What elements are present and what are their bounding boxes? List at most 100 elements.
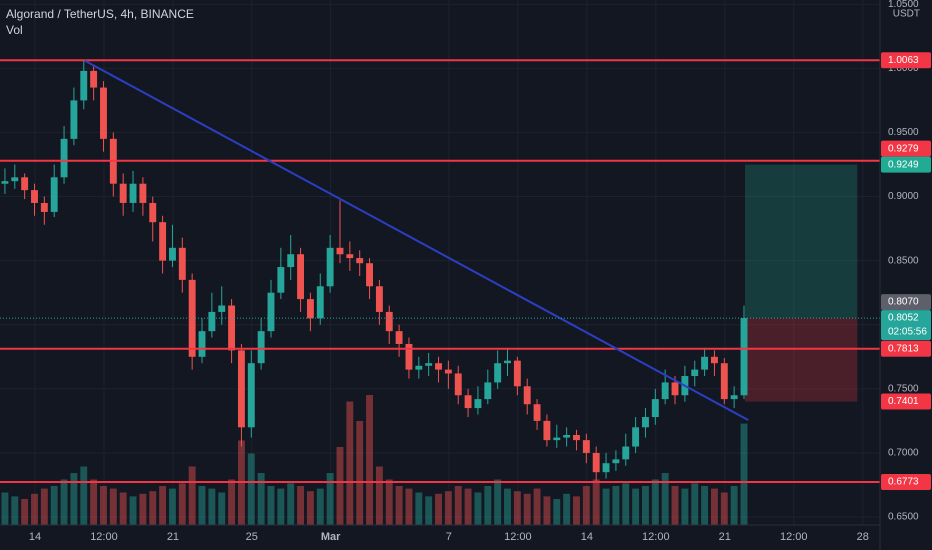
volume-bar xyxy=(139,493,147,525)
x-tick-label: 12:00 xyxy=(504,531,532,543)
candle-body xyxy=(661,382,669,400)
candle-body xyxy=(375,286,383,312)
volume-bar xyxy=(701,486,709,525)
volume-bar xyxy=(651,479,659,525)
candle-body xyxy=(395,331,403,344)
y-tick-label: 0.8500 xyxy=(888,255,919,266)
price-label: 0.9249 xyxy=(888,159,919,170)
trendline xyxy=(84,59,749,422)
candle-body xyxy=(533,404,541,421)
candle-body xyxy=(464,395,472,409)
candle-body xyxy=(169,247,176,261)
price-label-box xyxy=(881,340,931,357)
candle-body xyxy=(513,360,521,387)
candle-body xyxy=(582,440,590,453)
candle-body xyxy=(710,356,718,364)
volume-bar xyxy=(21,499,29,525)
volume-bar xyxy=(513,491,521,525)
candle-body xyxy=(139,183,147,203)
position-tool xyxy=(744,164,858,402)
candle-body xyxy=(385,311,393,332)
volume-bar xyxy=(109,488,117,525)
candle-body xyxy=(277,267,285,293)
volume-bar xyxy=(159,486,167,525)
candle-body xyxy=(504,360,511,364)
x-tick-label: 21 xyxy=(167,531,179,543)
candle-body xyxy=(60,138,68,178)
volume-bar xyxy=(582,486,590,525)
x-tick-label: 25 xyxy=(246,531,258,543)
candle-body xyxy=(326,247,334,287)
volume-bar xyxy=(257,473,265,525)
candle-body xyxy=(316,286,324,319)
candle-body xyxy=(208,311,216,332)
volume-bar xyxy=(612,486,620,525)
volume-bar xyxy=(287,483,295,525)
volume-bar xyxy=(40,488,48,525)
volume-bar xyxy=(100,486,107,525)
price-label: 0.8052 xyxy=(888,313,919,324)
candle-body xyxy=(257,331,265,364)
axis-labels: 1.05001.00000.95000.90000.85000.80000.75… xyxy=(29,0,931,543)
volume-bar xyxy=(632,488,640,525)
price-label: 0.7813 xyxy=(888,343,919,354)
candle-body xyxy=(602,463,610,473)
volume-bar xyxy=(415,492,423,525)
candle-body xyxy=(691,369,699,377)
volume-bar xyxy=(129,496,137,525)
candle-body xyxy=(159,222,167,261)
candle-body xyxy=(90,70,98,88)
candle-body xyxy=(11,177,19,182)
volume-bar xyxy=(316,488,324,525)
volume-bar xyxy=(484,486,492,525)
volume-bar xyxy=(671,486,679,525)
x-tick-label: 12:00 xyxy=(780,531,808,543)
volume-bar xyxy=(80,466,88,525)
volume-bar xyxy=(1,492,9,525)
candle-body xyxy=(573,435,580,441)
candle-body xyxy=(21,177,29,191)
volume-bar xyxy=(297,486,305,525)
y-tick-label: 1.0500 xyxy=(888,0,919,10)
y-tick-label: 0.7000 xyxy=(888,448,919,459)
volume-bar xyxy=(533,488,541,525)
candle-body xyxy=(198,331,206,357)
price-axis xyxy=(880,0,932,550)
volume-bar xyxy=(504,488,511,525)
y-tick-label: 0.9500 xyxy=(888,127,919,138)
volume-bar xyxy=(622,483,630,525)
volume-bar xyxy=(247,453,255,525)
price-label-box xyxy=(881,310,931,341)
position-stop-zone xyxy=(744,318,858,402)
candle-body xyxy=(612,459,620,464)
volume-bar xyxy=(642,486,649,525)
candle-body xyxy=(346,254,354,259)
volume-bar xyxy=(346,401,354,525)
volume-bar xyxy=(178,483,186,525)
volume-bar xyxy=(228,479,236,525)
candle-body xyxy=(80,70,88,101)
candle-body xyxy=(31,190,38,203)
price-label: 0.8070 xyxy=(888,297,919,308)
volume-bar xyxy=(169,488,176,525)
price-label: 0.9279 xyxy=(888,143,919,154)
volume-bar xyxy=(60,479,68,525)
volume-bar xyxy=(523,493,531,525)
candle-body xyxy=(543,420,551,441)
volume-bar xyxy=(573,496,580,525)
chart-title: Algorand / TetherUS, 4h, BINANCE xyxy=(6,7,194,21)
candle-body xyxy=(444,369,452,374)
candle-body xyxy=(50,177,58,212)
countdown: 02:05:56 xyxy=(888,327,927,338)
volume-bar xyxy=(454,486,462,525)
volume-bar xyxy=(50,486,58,525)
x-tick-label: 12:00 xyxy=(642,531,670,543)
candle-body xyxy=(237,350,245,428)
plot xyxy=(0,59,880,484)
candle-body xyxy=(100,87,107,139)
y-tick-label: 0.7500 xyxy=(888,383,919,394)
candle-body xyxy=(366,263,373,287)
candle-body xyxy=(1,181,9,184)
